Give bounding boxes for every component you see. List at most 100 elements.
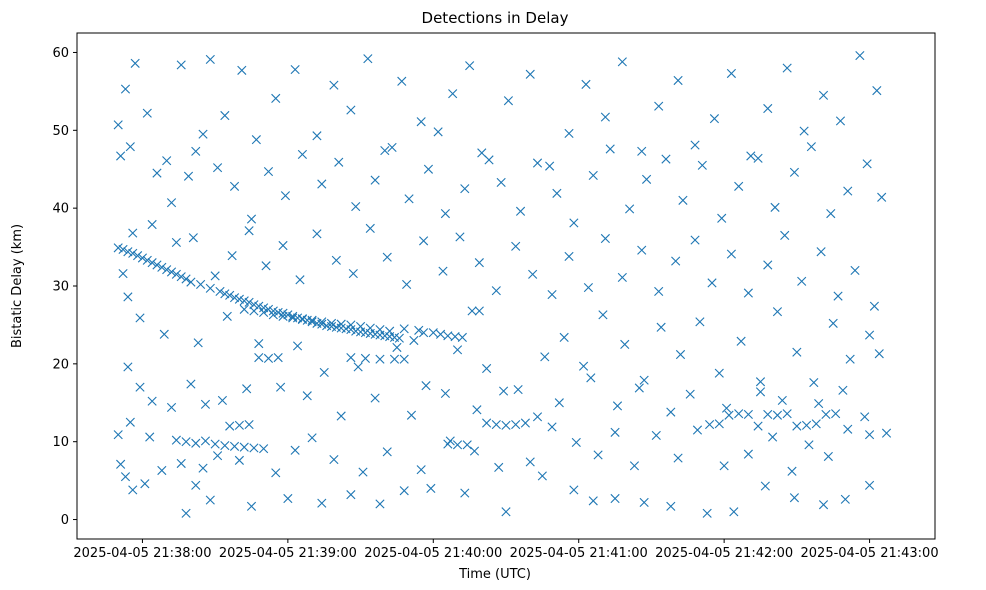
data-point <box>532 158 543 168</box>
x-tick-label: 2025-04-05 21:39:00 <box>219 546 357 561</box>
data-point <box>511 241 521 251</box>
data-point <box>462 440 472 450</box>
data-point <box>440 388 450 399</box>
data-point <box>450 332 460 342</box>
y-tick-label: 60 <box>52 46 69 61</box>
data-point <box>176 60 186 70</box>
data-point <box>181 508 191 518</box>
data-point <box>840 494 850 504</box>
data-point <box>239 296 249 306</box>
data-point <box>145 432 155 442</box>
data-point <box>212 451 223 461</box>
data-point <box>142 108 152 118</box>
data-point <box>801 420 812 430</box>
data-point <box>205 495 215 505</box>
data-point <box>532 412 543 422</box>
data-point <box>176 272 186 282</box>
data-point <box>862 159 872 169</box>
data-point <box>183 171 194 181</box>
data-point <box>263 353 274 363</box>
data-point <box>448 89 458 99</box>
data-point <box>714 419 724 429</box>
data-point <box>528 269 538 279</box>
data-point <box>210 271 220 281</box>
data-point <box>283 493 293 504</box>
data-point <box>193 338 203 348</box>
data-point <box>130 58 140 68</box>
data-point <box>583 282 593 293</box>
data-point <box>215 286 225 297</box>
data-point <box>465 61 475 71</box>
x-tick-label: 2025-04-05 21:40:00 <box>364 546 502 561</box>
data-point <box>312 229 322 239</box>
data-point <box>726 68 736 79</box>
data-point <box>818 90 829 100</box>
data-point <box>651 430 661 441</box>
x-tick-label: 2025-04-05 21:41:00 <box>510 546 648 561</box>
data-point <box>365 323 375 333</box>
data-point <box>399 324 409 334</box>
data-point <box>181 437 191 447</box>
data-point <box>229 293 240 303</box>
data-point <box>423 164 434 174</box>
data-point <box>755 387 766 397</box>
data-point <box>358 467 368 477</box>
data-point <box>496 177 506 188</box>
data-point <box>724 410 734 420</box>
data-point <box>743 409 753 420</box>
data-point <box>673 453 683 463</box>
data-point <box>278 311 288 321</box>
data-point <box>821 409 831 420</box>
data-point <box>295 275 305 285</box>
data-point <box>503 96 514 106</box>
data-point <box>271 93 281 103</box>
data-point <box>409 335 419 346</box>
data-point <box>433 127 443 137</box>
data-point <box>259 303 269 313</box>
data-point <box>280 191 291 201</box>
data-point <box>656 322 666 332</box>
data-point <box>864 430 875 440</box>
data-point <box>690 140 700 150</box>
data-point <box>380 145 390 156</box>
data-point <box>268 310 278 320</box>
data-point <box>617 57 627 67</box>
data-point <box>484 155 494 165</box>
data-point <box>702 508 712 518</box>
data-point <box>498 386 509 396</box>
data-point <box>734 409 744 419</box>
data-point <box>460 488 470 498</box>
data-point <box>552 188 562 198</box>
data-point <box>210 439 220 449</box>
data-point <box>205 54 215 65</box>
x-tick-label: 2025-04-05 21:42:00 <box>655 546 793 561</box>
data-point <box>872 86 882 96</box>
data-point <box>387 142 397 153</box>
data-point <box>355 321 366 332</box>
data-point <box>336 319 346 329</box>
data-point <box>246 501 257 511</box>
data-point <box>833 291 843 301</box>
data-point <box>831 409 841 419</box>
data-point <box>792 347 802 357</box>
data-point <box>581 79 591 89</box>
data-point <box>452 440 463 450</box>
data-point <box>864 480 875 490</box>
data-point <box>491 419 501 430</box>
data-point <box>789 493 800 503</box>
data-point <box>375 354 385 364</box>
y-axis-ticks: 0 10 20 30 40 50 60 <box>52 46 77 528</box>
data-point <box>428 328 438 338</box>
data-point <box>714 368 724 378</box>
data-point <box>125 142 135 152</box>
data-point <box>782 63 792 73</box>
data-point <box>545 161 555 171</box>
data-point <box>763 409 773 420</box>
data-point <box>251 135 261 145</box>
data-point <box>826 209 836 219</box>
data-point <box>421 381 431 391</box>
data-point <box>777 395 787 406</box>
data-point <box>666 501 676 511</box>
data-point <box>482 418 492 428</box>
data-point <box>743 288 753 298</box>
